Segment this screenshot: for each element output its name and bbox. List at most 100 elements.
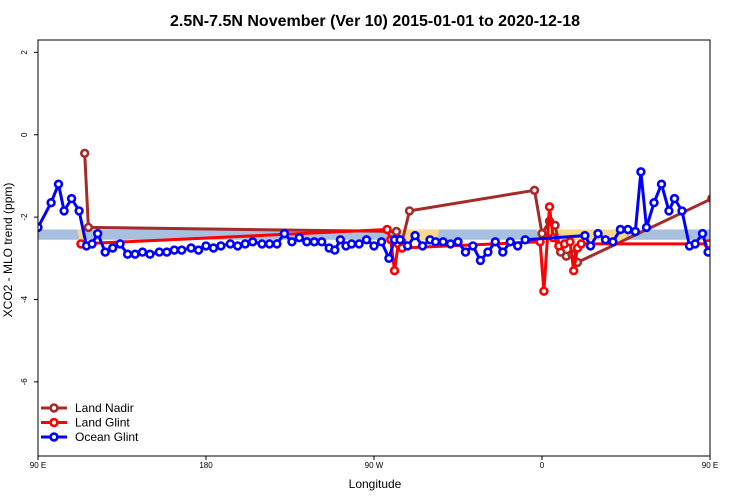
data-point bbox=[346, 239, 357, 249]
data-point bbox=[669, 193, 680, 204]
land-region-3 bbox=[731, 229, 740, 239]
data-point bbox=[317, 237, 327, 247]
data-point bbox=[438, 237, 448, 247]
data-point bbox=[580, 230, 590, 241]
data-point bbox=[593, 228, 603, 239]
data-point bbox=[294, 233, 304, 243]
data-point bbox=[87, 239, 97, 249]
data-point bbox=[92, 228, 103, 239]
y-tick-label: 0 bbox=[20, 132, 29, 137]
data-point bbox=[330, 245, 340, 255]
data-point bbox=[186, 243, 196, 253]
data-point bbox=[83, 222, 94, 233]
data-point bbox=[384, 253, 394, 263]
y-tick-label: -6 bbox=[20, 378, 29, 386]
data-point bbox=[512, 241, 523, 251]
x-tick-label: 90 E bbox=[30, 461, 46, 470]
legend-label: Land Glint bbox=[75, 416, 130, 430]
data-point bbox=[568, 266, 579, 276]
data-point bbox=[544, 202, 555, 212]
data-point bbox=[697, 228, 708, 239]
data-point bbox=[468, 241, 478, 251]
data-point bbox=[712, 243, 719, 250]
data-point bbox=[720, 241, 727, 248]
data-point bbox=[430, 237, 441, 247]
data-point bbox=[649, 198, 659, 208]
legend-item: Land Glint bbox=[41, 416, 130, 430]
data-point bbox=[576, 239, 586, 249]
chart-title: 2.5N-7.5N November (Ver 10) 2015-01-01 t… bbox=[170, 13, 580, 30]
data-point bbox=[225, 239, 236, 249]
legend-label: Land Nadir bbox=[75, 401, 134, 415]
y-tick-label: 2 bbox=[20, 50, 29, 55]
data-point bbox=[608, 237, 618, 247]
legend-marker bbox=[49, 417, 59, 428]
data-point bbox=[539, 286, 549, 296]
data-point bbox=[382, 224, 392, 235]
data-point bbox=[718, 226, 725, 233]
series-line bbox=[38, 170, 710, 262]
legend-label: Ocean Glint bbox=[75, 430, 139, 444]
data-point bbox=[162, 247, 172, 257]
x-tick-label: 180 bbox=[199, 461, 213, 470]
data-point bbox=[725, 251, 732, 258]
reference-band bbox=[38, 229, 710, 240]
x-tick-label: 90 E bbox=[702, 461, 718, 470]
data-point bbox=[169, 245, 180, 255]
data-point bbox=[38, 222, 43, 233]
data-point bbox=[483, 247, 493, 257]
data-point bbox=[410, 230, 420, 241]
y-tick-label: -2 bbox=[20, 213, 29, 221]
data-point bbox=[475, 255, 486, 266]
data-point bbox=[391, 226, 402, 237]
data-point bbox=[520, 235, 530, 245]
data-point bbox=[309, 237, 319, 247]
data-point bbox=[733, 251, 740, 258]
data-point bbox=[233, 241, 243, 251]
data-point bbox=[740, 249, 747, 256]
data-point bbox=[193, 245, 204, 255]
data-point bbox=[623, 224, 633, 235]
data-point bbox=[302, 237, 312, 247]
data-point bbox=[636, 167, 646, 177]
data-point bbox=[59, 206, 69, 216]
data-point bbox=[248, 237, 258, 247]
legend-item: Land Nadir bbox=[41, 401, 134, 415]
data-point bbox=[664, 206, 674, 216]
data-point bbox=[565, 237, 575, 247]
reference-band-layer bbox=[38, 229, 710, 240]
data-point bbox=[264, 239, 275, 249]
data-point bbox=[498, 247, 508, 257]
data-point bbox=[537, 228, 547, 239]
data-point bbox=[615, 224, 626, 235]
y-axis-label: XCO2 - MLO trend (ppm) bbox=[1, 183, 15, 318]
data-point bbox=[417, 241, 428, 251]
data-point bbox=[690, 239, 700, 249]
legend-marker bbox=[49, 403, 59, 413]
data-point bbox=[656, 179, 667, 189]
data-point bbox=[389, 266, 400, 276]
data-point bbox=[354, 239, 364, 249]
data-point bbox=[703, 247, 710, 257]
data-point bbox=[201, 241, 211, 251]
data-point bbox=[376, 237, 387, 247]
data-point bbox=[130, 249, 140, 259]
data-point bbox=[154, 247, 165, 257]
data-point bbox=[585, 241, 596, 251]
data-point bbox=[600, 235, 611, 245]
data-point bbox=[66, 193, 77, 204]
x-tick-label: 90 W bbox=[365, 461, 384, 470]
y-axis-ticks: 2 0 -2 -4 -6 bbox=[20, 50, 38, 386]
data-point bbox=[641, 222, 652, 233]
data-point bbox=[445, 239, 456, 249]
x-axis-label: Longitude bbox=[349, 477, 402, 491]
data-point bbox=[257, 239, 267, 249]
data-point bbox=[279, 228, 290, 239]
data-point bbox=[369, 241, 379, 251]
data-point bbox=[115, 239, 125, 249]
data-point bbox=[122, 249, 133, 259]
data-point bbox=[677, 206, 687, 216]
data-point bbox=[402, 241, 413, 251]
